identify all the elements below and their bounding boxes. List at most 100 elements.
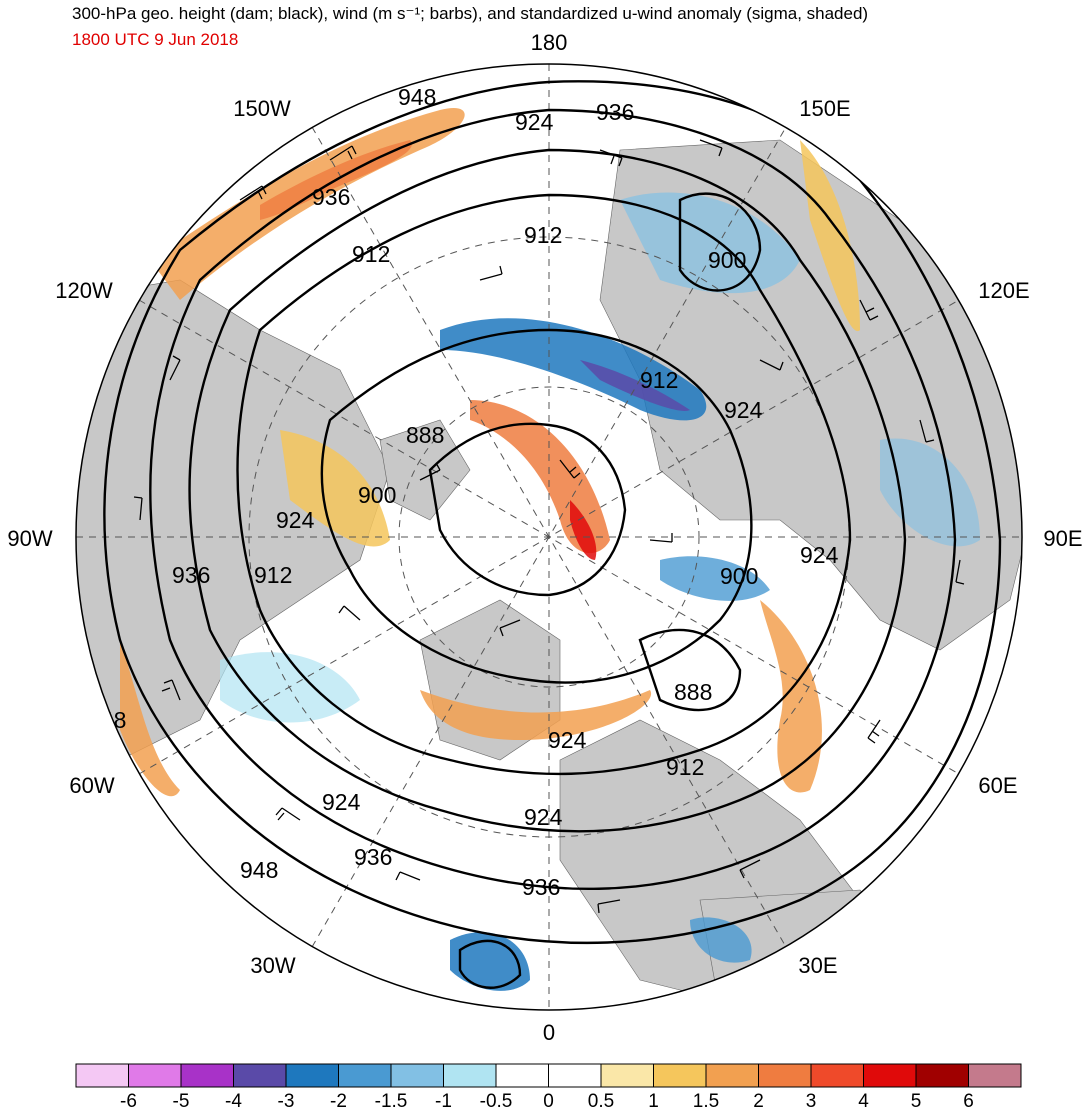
label-90w: 90W	[7, 526, 52, 551]
colorbar-swatch	[810, 1063, 864, 1088]
wind-barb	[479, 265, 503, 281]
contour-label: 936	[354, 844, 392, 870]
wind-barb	[649, 533, 673, 543]
label-150e: 150E	[799, 96, 850, 121]
colorbar-swatch	[233, 1063, 287, 1088]
colorbar-tick-label: -5	[173, 1091, 190, 1112]
label-60e: 60E	[978, 773, 1017, 798]
wind-barbs	[133, 139, 965, 914]
contour-912	[236, 193, 852, 776]
colorbar-tick-label: -1.5	[375, 1091, 408, 1112]
contour-label: 912	[640, 367, 678, 393]
colorbar-swatch	[338, 1063, 392, 1088]
colorbar-tick-label: -0.5	[480, 1091, 513, 1112]
anomaly-siberia-purple	[580, 360, 690, 411]
anomaly-canada	[280, 430, 390, 547]
map-border	[75, 63, 1023, 1011]
label-180: 180	[531, 30, 568, 55]
label-90e: 90E	[1043, 526, 1082, 551]
colorbar-swatch	[128, 1063, 182, 1088]
anomaly-west-atlantic	[120, 640, 180, 797]
colorbar-swatch	[863, 1063, 917, 1088]
colorbar-swatch	[705, 1063, 759, 1088]
contour-888-east	[638, 628, 742, 712]
contour-888	[428, 422, 627, 597]
contour-label: 900	[708, 247, 746, 273]
contour-948-outer	[103, 80, 1002, 944]
colorbar-swatch	[75, 1063, 129, 1088]
label-120e: 120E	[978, 278, 1029, 303]
colorbar-tick-label: 0	[543, 1091, 554, 1112]
colorbar-tick-label: -4	[225, 1091, 242, 1112]
colorbar-swatch	[495, 1063, 549, 1088]
wind-barb	[955, 559, 965, 585]
anomaly-azores-blue	[450, 932, 530, 991]
wind-barb	[499, 619, 521, 637]
contour-label: 948	[88, 707, 126, 733]
label-30w: 30W	[250, 953, 295, 978]
contour-label: 912	[666, 754, 704, 780]
wind-barb	[239, 185, 267, 201]
contour-label: 912	[254, 562, 292, 588]
colorbar-swatch	[653, 1063, 707, 1088]
contour-label: 924	[548, 727, 587, 753]
label-60w: 60W	[69, 773, 114, 798]
contour-label: 924	[515, 109, 554, 135]
contour-label: 912	[352, 241, 390, 267]
anomaly-europe-blue	[660, 556, 770, 601]
colorbar-tick-label: 0.5	[588, 1091, 614, 1112]
label-150w: 150W	[233, 96, 291, 121]
contour-924	[188, 148, 907, 833]
colorbar-tick-label: 6	[963, 1091, 974, 1112]
colorbar-tick-label: 2	[753, 1091, 764, 1112]
anomaly-shading	[120, 108, 980, 991]
contour-label: 924	[322, 789, 361, 815]
contour-936	[149, 108, 957, 890]
meridian-150	[311, 126, 787, 948]
colorbar-tick-label: 3	[806, 1091, 817, 1112]
wind-barb	[133, 496, 143, 521]
figure-title: 300-hPa geo. height (dam; black), wind (…	[72, 4, 869, 23]
colorbar-tick-label: 5	[911, 1091, 922, 1112]
wind-barb	[739, 859, 761, 879]
contour-labels: 948 960 936 924 936 912 912 900 912 924 …	[88, 84, 839, 900]
contour-label: 924	[276, 507, 315, 533]
wind-barb	[599, 149, 623, 167]
wind-barb	[699, 139, 723, 157]
colorbar-tick-label: 1	[648, 1091, 659, 1112]
colorbar: -6 -5 -4 -3 -2 -1.5 -1 -0.5 0 0.5 1 1.5 2 3 4 5 6	[75, 1063, 1022, 1112]
anomaly-iran-blue	[690, 917, 752, 963]
contour-label: 900	[720, 563, 758, 589]
anomaly-atlantic-jet	[420, 690, 652, 740]
colorbar-tick-label: 4	[858, 1091, 869, 1112]
contour-label: 936	[596, 99, 634, 125]
wind-barb	[161, 679, 181, 701]
wind-barb	[275, 807, 301, 821]
label-120w: 120W	[55, 278, 113, 303]
contour-label: 924	[524, 804, 563, 830]
anomaly-polar-core	[570, 500, 597, 560]
colorbar-swatch	[548, 1063, 602, 1088]
wind-barb	[867, 719, 881, 744]
label-30e: 30E	[798, 953, 837, 978]
contour-900	[320, 328, 753, 684]
contour-label: 888	[674, 679, 712, 705]
colorbar-swatch	[443, 1063, 497, 1088]
colorbar-swatch	[915, 1063, 969, 1088]
contour-label: 924	[800, 542, 839, 568]
contour-900-east	[678, 192, 762, 292]
colorbar-swatch	[180, 1063, 234, 1088]
colorbar-swatch	[968, 1063, 1022, 1088]
wind-barb	[395, 871, 421, 881]
colorbar-swatch	[758, 1063, 812, 1088]
wind-barb	[329, 145, 357, 161]
wind-barb	[919, 419, 935, 443]
map-body: 948 960 936 924 936 912 912 900 912 924 …	[76, 64, 1022, 1010]
colorbar-swatch	[390, 1063, 444, 1088]
colorbar-swatch	[600, 1063, 654, 1088]
contour-label: 936	[312, 184, 350, 210]
parallel-70	[398, 386, 700, 688]
contour-label: 900	[358, 482, 396, 508]
wind-barb	[559, 459, 581, 479]
colorbar-tick-label: -2	[330, 1091, 347, 1112]
